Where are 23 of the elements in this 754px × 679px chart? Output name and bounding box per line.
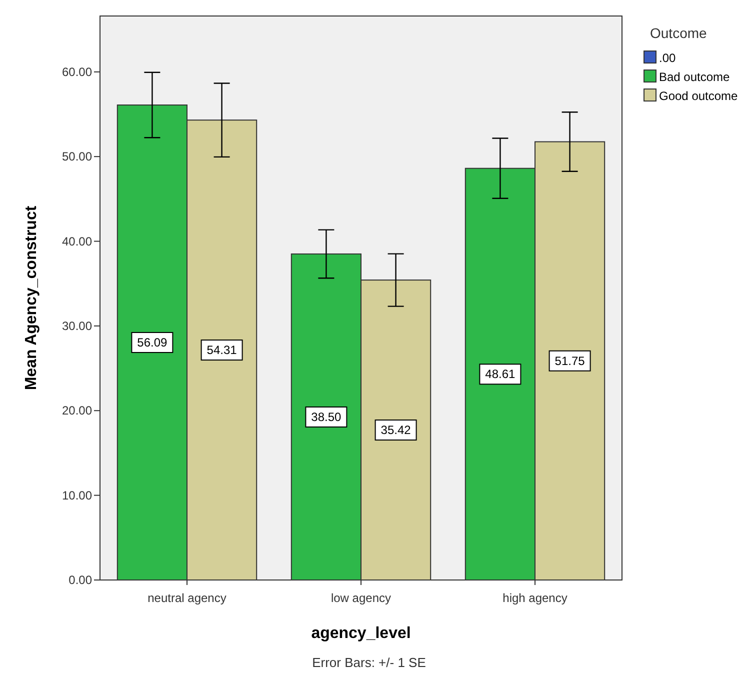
y-tick-label: 50.00 [62,150,92,164]
y-tick-label: 0.00 [68,573,92,587]
data-label: 35.42 [380,423,412,438]
y-tick-label: 10.00 [62,488,92,502]
x-axis-title: agency_level [311,625,411,642]
data-label: 38.50 [311,410,342,424]
x-tick-label: high agency [502,591,568,605]
y-axis-title: Mean Agency_construct [23,205,40,390]
data-label: 51.75 [554,354,586,368]
data-label: 56.09 [137,336,168,350]
y-tick-label: 20.00 [62,404,92,418]
text: Error Bars: +/- 1 SE [312,655,426,670]
legend-label: .00 [659,51,676,65]
y-tick-label: 60.00 [62,64,92,79]
y-tick-label: 40.00 [62,234,92,248]
legend-title: Outcome [650,25,708,41]
legend-label: Bad outcome [659,70,730,84]
data-label: 48.61 [485,367,516,382]
y-tick-label: 30.00 [62,318,92,333]
x-tick-label: low agency [330,591,392,605]
x-tick-label: neutral agency [148,591,226,605]
data-label: 54.31 [206,343,238,358]
legend-label: Good outcome [659,89,738,103]
